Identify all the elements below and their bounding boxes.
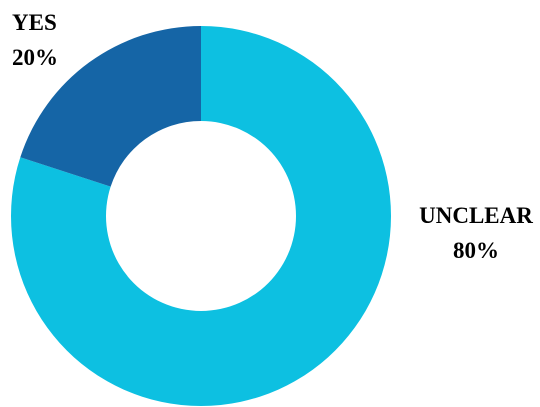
- slice-label-yes: YES: [12, 10, 57, 35]
- donut-slices: [10, 26, 391, 407]
- slice-yes: [20, 26, 202, 187]
- slice-value-label-yes: 20%: [12, 45, 58, 70]
- slice-unclear: [10, 26, 391, 407]
- slice-label-unclear: UNCLEAR: [419, 203, 533, 228]
- slice-value-label-unclear: 80%: [453, 238, 499, 263]
